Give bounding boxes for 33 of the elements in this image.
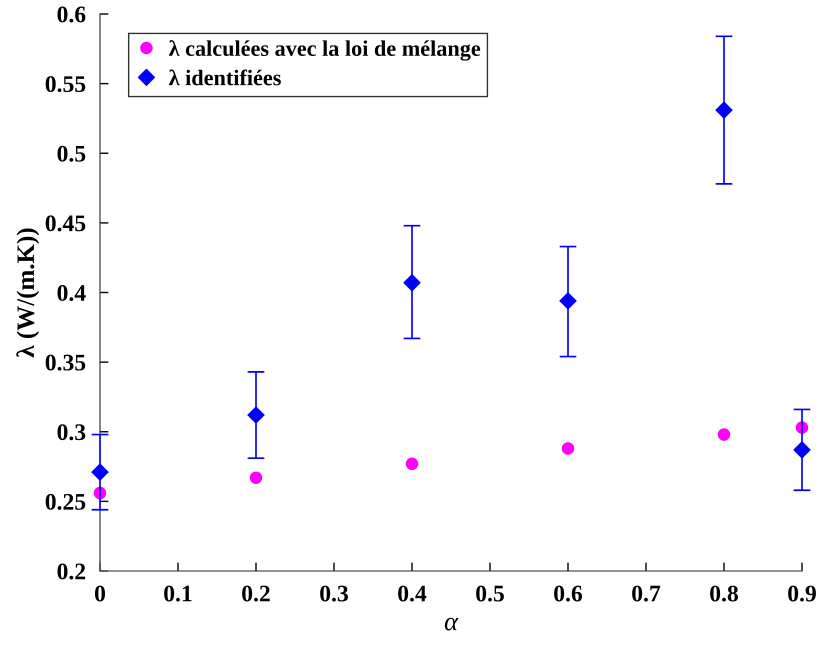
y-tick-label: 0.3 — [57, 424, 86, 440]
point — [403, 274, 421, 292]
y-tick-label: 0.45 — [46, 215, 86, 232]
point — [91, 464, 109, 481]
point — [718, 428, 730, 441]
legend-label: λ identifiées — [168, 69, 281, 86]
point — [562, 442, 574, 455]
x-tick-label: 0.5 — [476, 586, 504, 602]
y-tick-label: 0.5 — [57, 146, 86, 162]
point — [250, 471, 262, 484]
point — [793, 441, 811, 458]
x-tick-label: 0.4 — [398, 586, 426, 602]
y-tick-label: 0.4 — [57, 284, 86, 302]
point — [406, 458, 418, 470]
y-tick-label: 0.2 — [57, 563, 86, 580]
y-tick-label: 0.6 — [57, 6, 86, 23]
y-tick-label: 0.25 — [46, 494, 86, 510]
x-tick-label: 0.7 — [632, 586, 660, 602]
point — [559, 292, 577, 310]
x-tick-label: 0.9 — [788, 586, 816, 602]
y-tick-label: 0.35 — [46, 354, 86, 371]
point — [715, 102, 733, 119]
legend-label: λ calculées avec la loi de mélange — [168, 40, 480, 61]
y-tick-label: 0.55 — [46, 76, 86, 92]
x-tick-label: 0 — [94, 586, 106, 602]
x-axis-title: α — [444, 618, 458, 630]
point — [247, 406, 265, 424]
x-tick-label: 0.6 — [554, 586, 582, 602]
y-axis-title: λ (W/(m.K)) — [16, 228, 40, 358]
x-tick-label: 0.3 — [320, 586, 348, 602]
x-tick-label: 0.1 — [164, 586, 192, 602]
x-tick-label: 0.2 — [242, 586, 270, 602]
x-tick-label: 0.8 — [710, 586, 738, 602]
